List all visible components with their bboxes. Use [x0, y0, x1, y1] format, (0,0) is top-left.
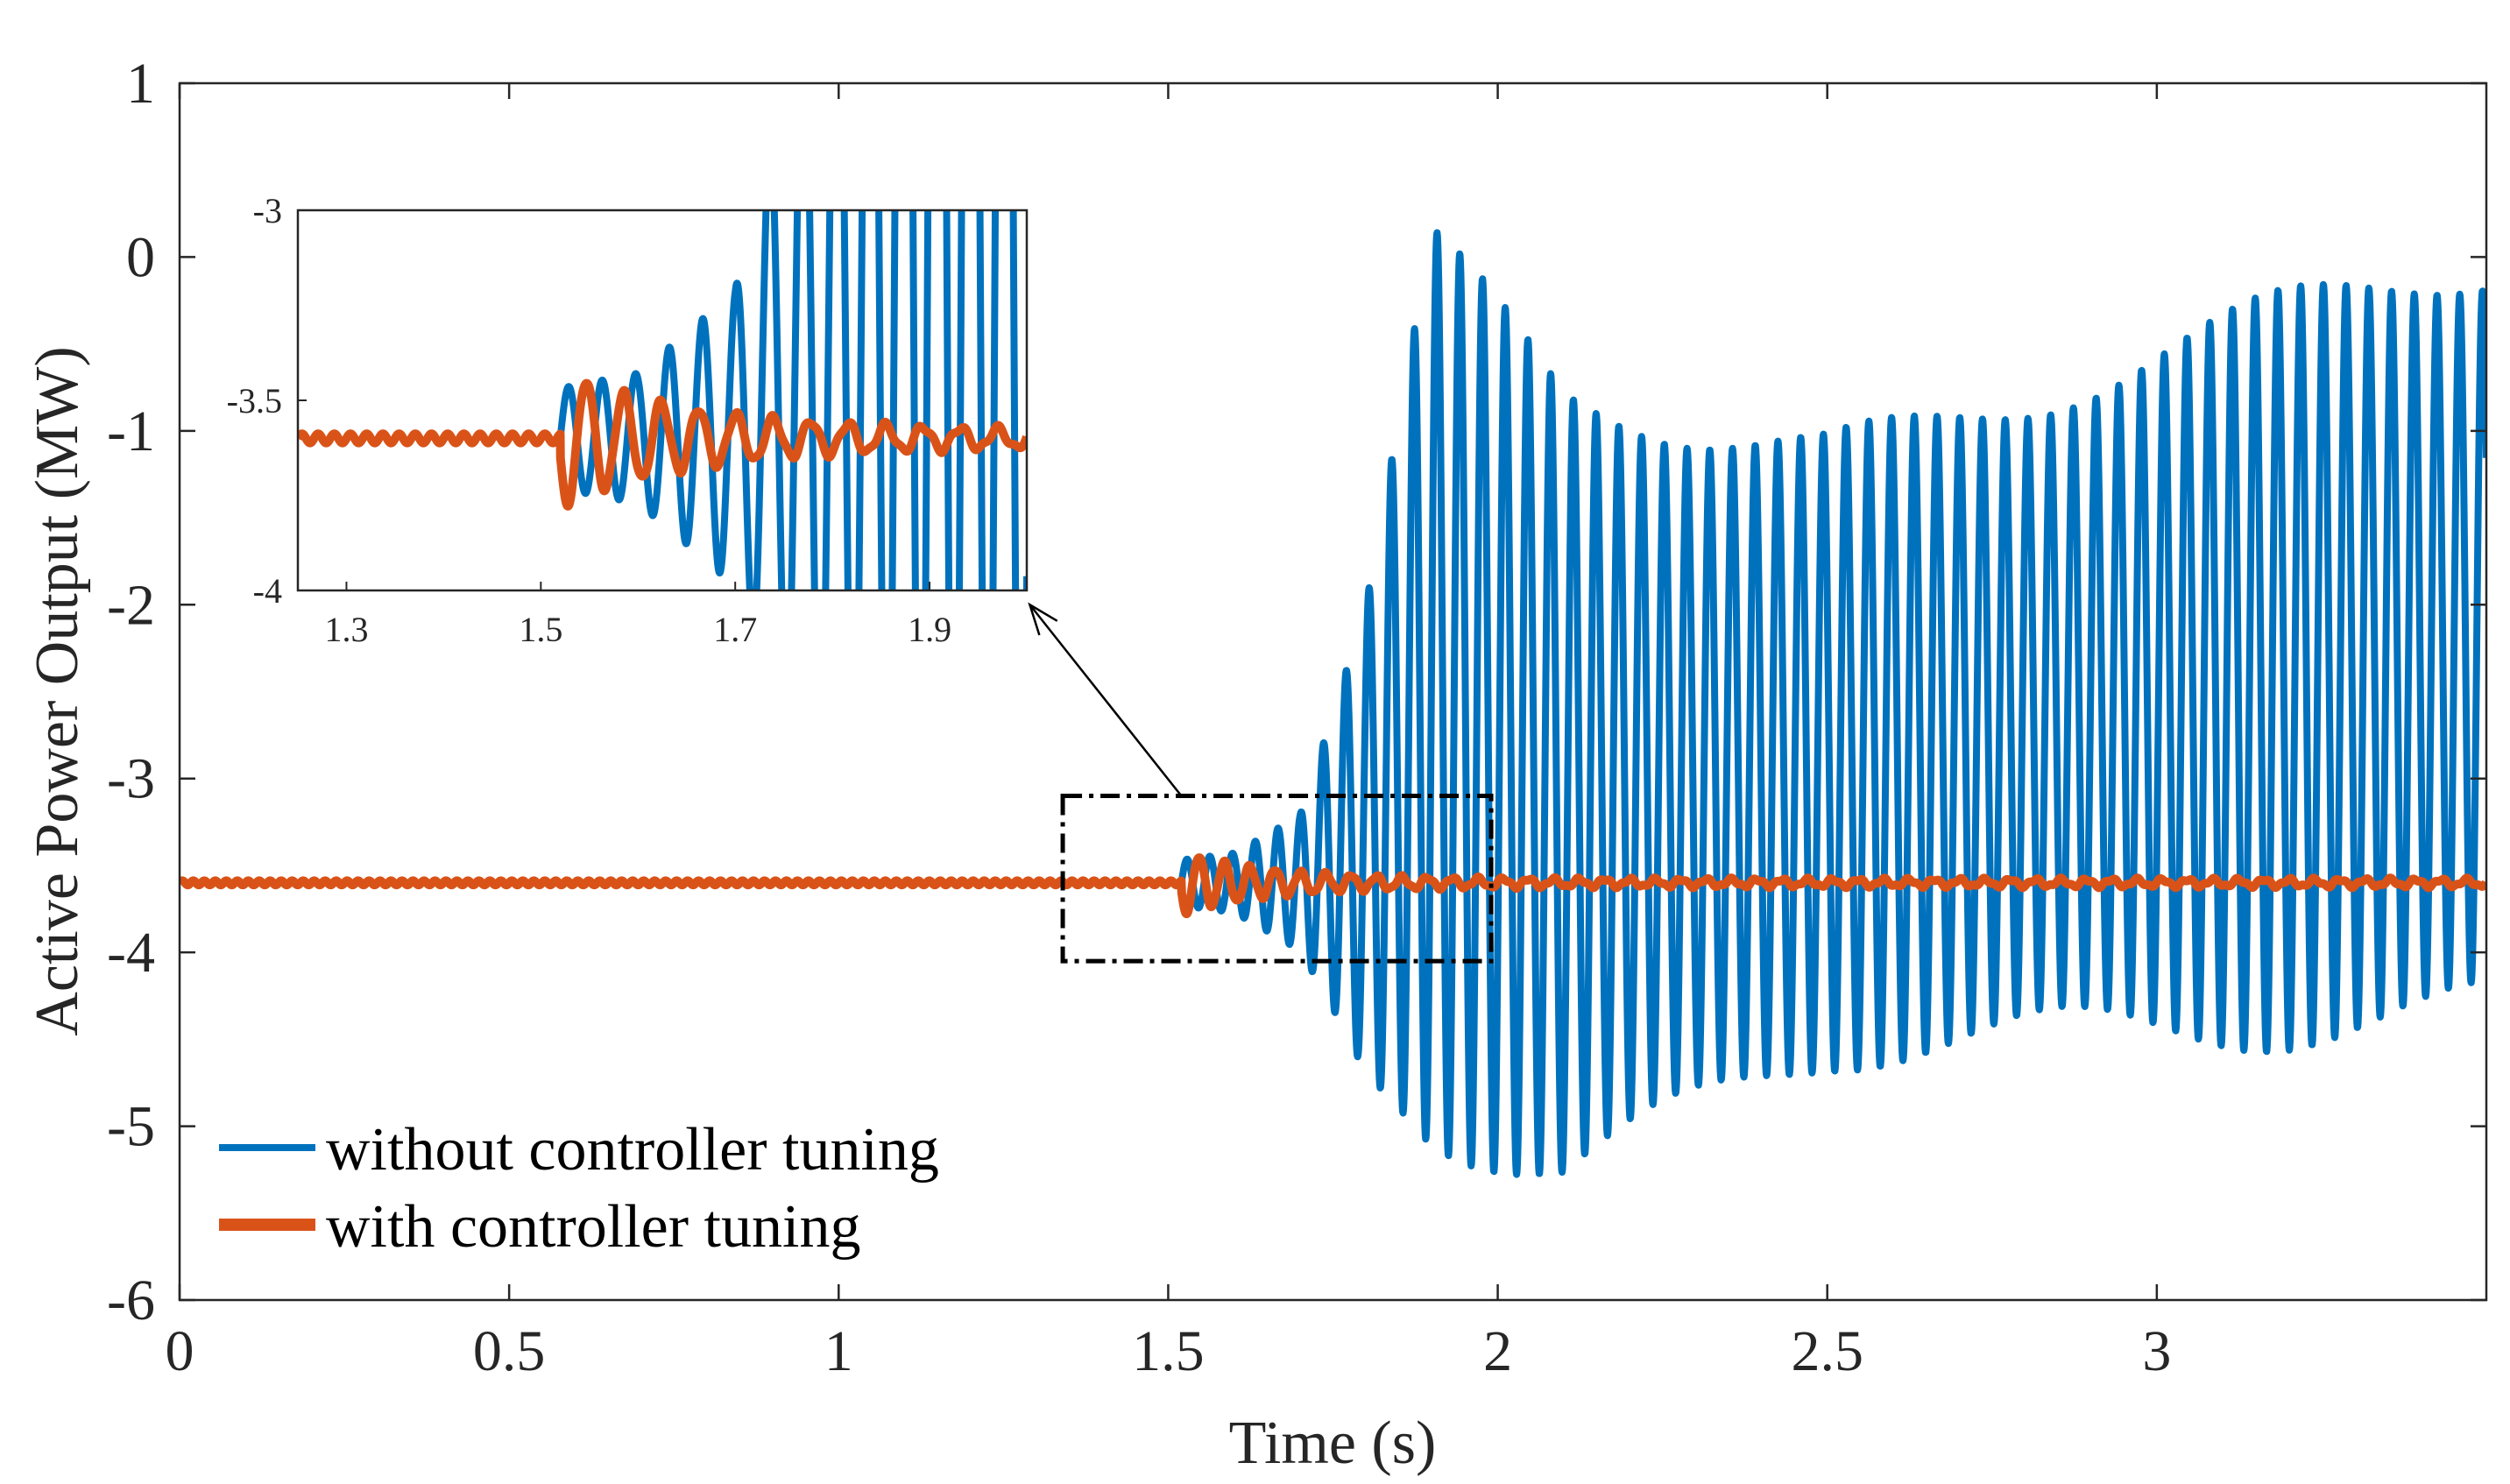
x-tick-label: 1.5: [1132, 1319, 1205, 1383]
main-ticks: 0 0.5 1 1.5 2 2.5 3 1 0 -1 -2 -3 -4 -5 -6: [107, 52, 2486, 1383]
legend: without controller tuning with controlle…: [219, 1116, 939, 1261]
main-plot-area: 0 0.5 1 1.5 2 2.5 3 1 0 -1 -2 -3 -4 -5 -6: [107, 52, 2488, 1383]
x-tick-label: 3: [2142, 1319, 2171, 1383]
inset-y-tick-label: -3: [253, 191, 282, 230]
legend-label-without-controller-tuning: without controller tuning: [326, 1116, 939, 1184]
inset-x-tick-label: 1.3: [324, 610, 368, 649]
legend-label-with-controller-tuning: with controller tuning: [326, 1193, 860, 1261]
zoom-arrow-head: [1028, 602, 1058, 636]
y-tick-label: -3: [107, 747, 155, 811]
main-axes: [178, 81, 2488, 1302]
y-tick-label: -5: [107, 1095, 155, 1159]
zoom-arrow-line: [1029, 604, 1183, 797]
inset-y-tick-label: -3.5: [227, 381, 282, 420]
inset-ticks: 1.3 1.5 1.7 1.9 -3 -3.5 -4: [227, 191, 951, 649]
x-tick-label: 2: [1483, 1319, 1512, 1383]
zoom-annotation: [1028, 602, 1494, 964]
x-tick-label: 0: [166, 1319, 194, 1383]
inset-y-tick-label: -4: [253, 571, 282, 611]
inset-x-tick-label: 1.7: [713, 610, 757, 649]
y-tick-label: 0: [126, 225, 155, 289]
inset-plot: 1.3 1.5 1.7 1.9 -3 -3.5 -4: [227, 191, 1029, 649]
main-series-group: [180, 229, 2486, 1178]
series-with-controller-tuning-line: [180, 853, 2486, 919]
y-tick-label: -6: [107, 1268, 155, 1332]
inset-x-tick-label: 1.5: [519, 610, 562, 649]
main-axes-frame: [178, 81, 2488, 1302]
inset-series-group: [298, 210, 1027, 590]
x-axis-title: Time (s): [1229, 1410, 1437, 1477]
y-tick-label: -2: [107, 573, 155, 637]
x-tick-label: 2.5: [1791, 1319, 1863, 1383]
y-tick-label: -4: [107, 921, 155, 985]
inset-x-tick-label: 1.9: [908, 610, 951, 649]
y-tick-label: 1: [126, 52, 155, 116]
x-tick-label: 1: [824, 1319, 853, 1383]
y-axis-title: Active Power Output (MW): [24, 346, 91, 1035]
inset-series-with-controller-tuning-line: [298, 378, 1027, 511]
x-tick-label: 0.5: [473, 1319, 546, 1383]
zoom-region-box: [1060, 794, 1494, 964]
y-tick-label: -1: [107, 399, 155, 463]
